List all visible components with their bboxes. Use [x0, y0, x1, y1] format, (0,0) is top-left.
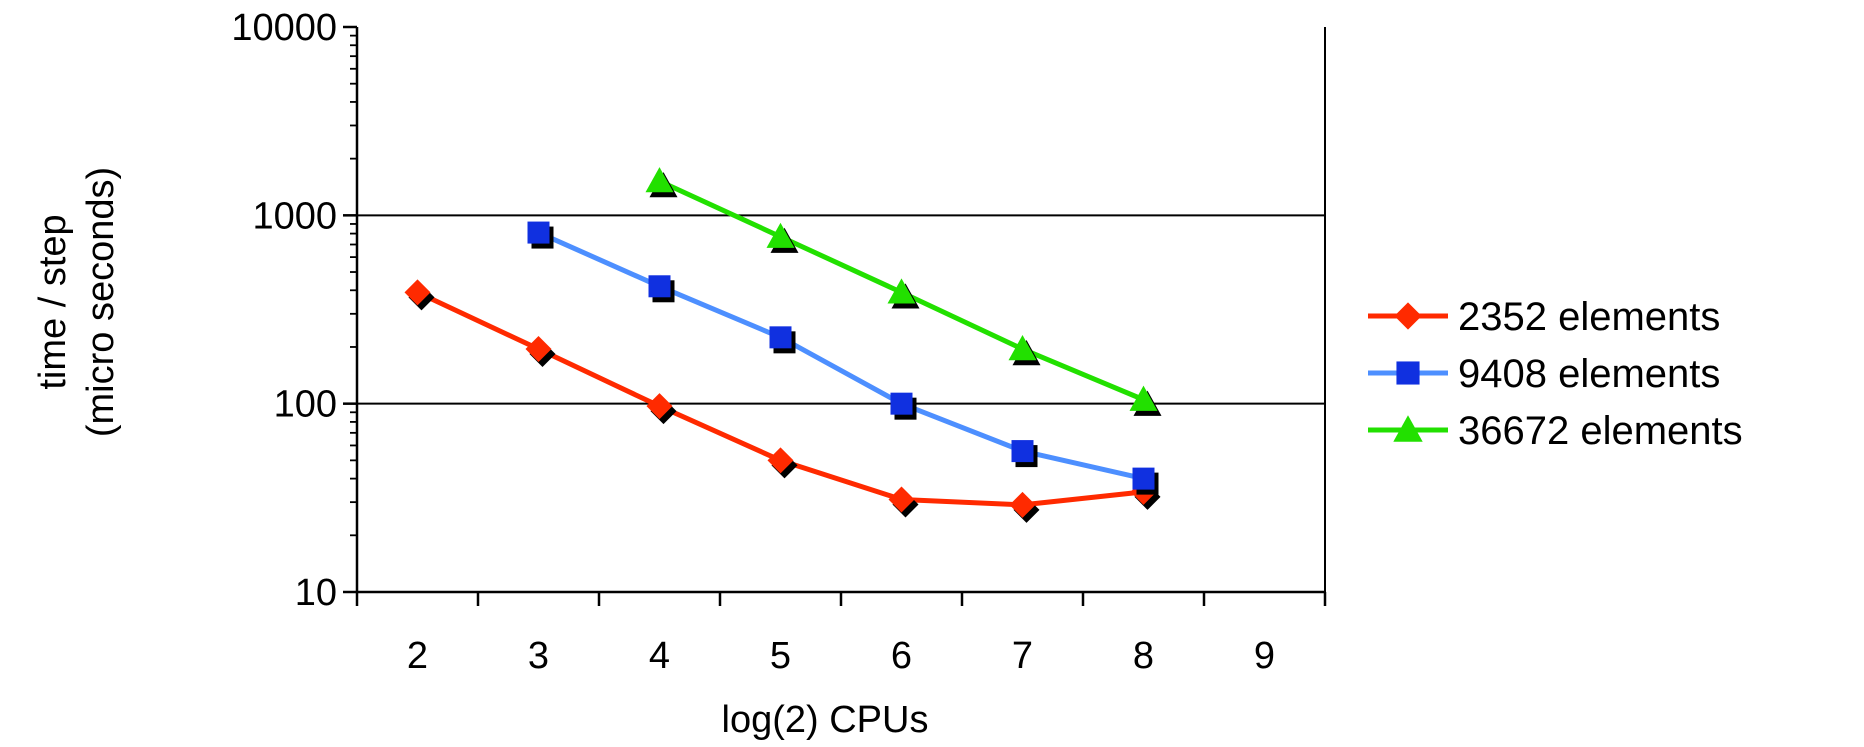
grid-lines [357, 214, 1325, 405]
legend-marker [1396, 361, 1420, 385]
series-9408-elements [527, 221, 1159, 495]
series-36672-elements [645, 167, 1162, 416]
data-point-6 [888, 486, 915, 513]
data-point-5 [766, 222, 795, 248]
data-point-6 [890, 392, 913, 415]
legend-item-2352-elements: 2352 elements [1368, 295, 1720, 339]
legend: 2352 elements 9408 elements 36672 elements [1368, 295, 1743, 453]
x-tick-label-4: 4 [649, 635, 670, 677]
data-point-3 [525, 336, 552, 363]
data-point-3 [527, 221, 550, 244]
x-tick-label-5: 5 [770, 635, 791, 677]
y-tick-label-10: 10 [295, 572, 337, 614]
axes [355, 27, 1326, 594]
x-tick-label-7: 7 [1012, 635, 1033, 677]
data-point-8 [1132, 467, 1155, 490]
data-point-6 [887, 278, 916, 304]
legend-label: 36672 elements [1458, 409, 1743, 453]
data-point-7 [1008, 335, 1037, 361]
legend-item-9408-elements: 9408 elements [1368, 352, 1720, 396]
x-tick-label-2: 2 [407, 635, 428, 677]
legend-item-36672-elements: 36672 elements [1368, 409, 1743, 453]
y-axis-title: time / step (micro seconds) [32, 167, 122, 437]
data-point-4 [645, 167, 674, 193]
x-tick-label-9: 9 [1254, 635, 1275, 677]
y-axis-title-line1: time / step [32, 214, 74, 389]
data-point-5 [769, 326, 792, 349]
x-axis-title: log(2) CPUs [722, 699, 929, 741]
legend-label: 2352 elements [1458, 295, 1720, 339]
tick-labels: 10 100 1000 10000 2 3 4 5 6 7 8 9 [231, 7, 1275, 677]
y-tick-label-10000: 10000 [231, 7, 337, 49]
x-tick-label-6: 6 [891, 635, 912, 677]
tick-marks [343, 25, 1327, 606]
x-tick-label-3: 3 [528, 635, 549, 677]
legend-marker [1393, 415, 1423, 442]
data-point-8 [1129, 385, 1158, 411]
y-tick-label-100: 100 [274, 384, 337, 426]
data-point-4 [646, 393, 673, 420]
legend-label: 9408 elements [1458, 352, 1720, 396]
data-point-7 [1009, 491, 1036, 518]
series-line [537, 230, 1145, 482]
x-tick-label-8: 8 [1133, 635, 1154, 677]
data-point-5 [767, 447, 794, 474]
series-2352-elements [404, 279, 1161, 523]
data-point-4 [648, 275, 671, 298]
y-axis-title-line2: (micro seconds) [80, 167, 122, 437]
series-layer [404, 167, 1162, 523]
y-tick-label-1000: 1000 [252, 195, 337, 237]
data-point-7 [1011, 440, 1034, 463]
legend-marker [1394, 302, 1422, 330]
data-point-2 [404, 279, 431, 306]
